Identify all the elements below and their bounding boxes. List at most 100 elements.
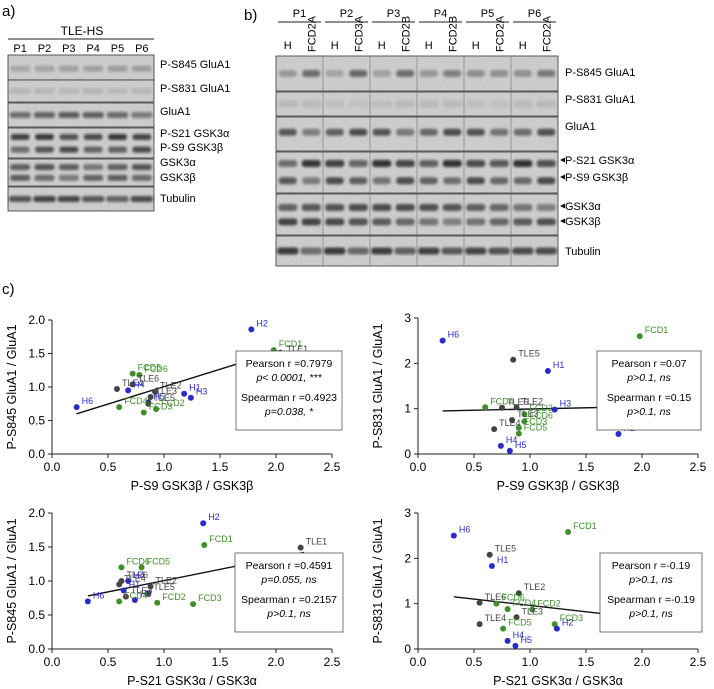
panel-a-group-label: TLE-HS (61, 24, 104, 38)
x-tick-label: 2.0 (268, 655, 285, 669)
x-tick-label: 1.5 (212, 655, 229, 669)
data-point-h1 (120, 587, 127, 594)
data-point-h1 (488, 563, 495, 570)
data-point-tle5 (145, 590, 152, 597)
panel-b-lane-h: H (331, 40, 339, 52)
stats-box: Pearson r =-0.19 p>0.1, ns Spearman r =-0.… (599, 552, 703, 633)
data-point-fcd4 (482, 404, 489, 411)
data-point-label-h4: H4 (513, 630, 525, 640)
data-point-label-h1: H1 (189, 383, 201, 393)
y-tick-label: 0.5 (28, 414, 45, 428)
panel-b-lane-fcd3a: FCD3A (353, 15, 365, 52)
y-tick-label: 0 (404, 447, 411, 461)
x-axis-label: P-S21 GSK3α / GSK3α (493, 674, 623, 688)
data-point-label-fcd3: FCD3 (198, 593, 222, 603)
data-point-label-tle2: TLE2 (160, 381, 182, 391)
data-point-h5 (506, 447, 513, 454)
panel-b-lane-fcd2a: FCD2A (306, 15, 318, 52)
data-point-fcd6 (118, 564, 125, 571)
data-point-fcd5 (515, 430, 522, 437)
x-tick-label: 1.0 (522, 460, 539, 474)
scatter-plot-1: 0.0 0.5 1.0 1.5 2.0 2.5 0.0 0.5 1.0 1.5 2.0 P-S9 GS… (5, 313, 343, 493)
x-tick-label: 1.5 (212, 460, 229, 474)
panel-b-blot-strip (275, 193, 559, 236)
y-tick-label: 0.0 (28, 447, 45, 461)
data-point-label-h1: H1 (129, 580, 141, 590)
panel-c-label: c) (2, 281, 15, 298)
panel-b-blots (275, 55, 559, 267)
data-point-label-tle6: TLE6 (485, 592, 507, 602)
data-point-label-tle1: TLE1 (306, 537, 328, 547)
data-point-label-h2: H2 (208, 512, 220, 522)
data-point-fcd3 (515, 424, 522, 431)
data-point-fcd3 (190, 601, 197, 608)
data-point-fcd3 (140, 409, 147, 416)
data-point-label-h5: H5 (520, 635, 532, 645)
panel-b-blot-label-p-s9-gsk3: P-S9 GSK3β (565, 172, 628, 184)
data-point-label-fcd4: FCD4 (124, 396, 148, 406)
panel-b-lane-h: H (425, 40, 433, 52)
data-point-label-tle5: TLE5 (153, 582, 175, 592)
data-point-tle2 (513, 404, 520, 411)
data-point-h2 (615, 431, 622, 438)
panel-b-patient-p5: P5 (481, 8, 494, 20)
panel-a-blot-strip (7, 158, 155, 187)
data-point-label-fcd6: FCD6 (529, 410, 553, 420)
panel-b: b) P1 P2 P3 P4 P5 P6 H FCD2A H FCD3A H FCD2B H FCD2B… (244, 7, 635, 267)
data-point-label-tle5: TLE5 (153, 393, 175, 403)
panel-a-blot-strip (7, 54, 155, 81)
data-point-h2 (248, 326, 255, 333)
panel-a-lane-labels: P1 P2 P3 P4 P5 P6 (13, 43, 148, 55)
panel-b-lane-h: H (284, 40, 292, 52)
data-point-fcd1 (636, 333, 643, 340)
x-tick-label: 0.0 (44, 460, 61, 474)
data-point-tle3 (122, 593, 129, 600)
data-point-label-fcd1: FCD1 (209, 534, 233, 544)
panel-a-blot-label-gsk3: GSK3β (160, 172, 196, 184)
scatter-plot-3: 0.0 0.5 1.0 1.5 2.0 2.5 0.0 0.5 1.0 1.5 2.0 P-S21 G… (5, 506, 344, 688)
data-point-tle3 (509, 417, 516, 423)
x-axis-label: P-S21 GSK3α / GSK3α (127, 674, 257, 688)
stats-box: Pearson r =0.07 p>0.1, ns Spearman r =0.15… (596, 350, 702, 431)
data-point-fcd1 (201, 541, 208, 548)
panel-b-blot-labels: P-S845 GluA1 P-S831 GluA1 GluA1 P-S21 GSK3α… (560, 67, 635, 258)
panel-b-band-arrow-icon (560, 157, 565, 163)
stats-p-value: p>0.1, ns (626, 406, 671, 418)
panel-b-blot-label-p-s845-glua1: P-S845 GluA1 (565, 67, 635, 79)
y-tick-label: 1 (404, 402, 411, 416)
data-point-h4 (125, 387, 132, 394)
y-axis-label: P-S831 GluA1 / GluA1 (371, 518, 385, 643)
panel-b-blot-strip (275, 91, 559, 117)
panel-b-blot-label-tubulin: Tubulin (565, 246, 601, 258)
data-point-tle3 (147, 394, 154, 401)
stats-p-value: p>0.1, ns (628, 574, 673, 586)
data-point-tle2 (152, 388, 159, 395)
y-tick-label: 1.5 (28, 540, 45, 554)
data-point-label-tle3: TLE3 (156, 386, 178, 396)
stats-coefficient: Spearman r =0.4923 (241, 392, 337, 404)
panel-b-lane-labels: H FCD2A H FCD3A H FCD2B H FCD2B H FCD2A H FCD2A (284, 15, 553, 52)
x-tick-label: 1.0 (156, 655, 173, 669)
scatter-plot-2: 0.0 0.5 1.0 1.5 2.0 2.5 0 1 2 3 P-S9 GSK3β / GSK3β… (371, 311, 707, 493)
data-point-label-h4: H4 (133, 570, 145, 580)
data-point-label-tle2: TLE2 (156, 575, 178, 585)
data-point-label-tle2: TLE2 (524, 582, 546, 592)
x-tick-label: 0.0 (410, 460, 427, 474)
data-point-label-fcd5: FCD5 (147, 556, 171, 566)
data-point-h6 (73, 404, 80, 411)
data-point-fcd6 (136, 371, 143, 378)
panel-b-band-arrow-icon (560, 174, 565, 180)
panel-b-lane-h: H (519, 40, 527, 52)
data-point-label-tle5: TLE5 (518, 349, 540, 359)
scatter-plot-4: 0.0 0.5 1.0 1.5 2.0 2.5 0 1 2 3 P-S21 GSK3α / GSK3… (371, 506, 707, 688)
x-tick-label: 1.5 (578, 655, 595, 669)
y-tick-label: 1.0 (28, 574, 45, 588)
panel-a-lane-p4: P4 (86, 43, 99, 55)
panel-a-blot-labels: P-S845 GluA1 P-S831 GluA1 GluA1 P-S21 GSK3α… (160, 59, 230, 205)
panel-a-blots (7, 54, 155, 212)
y-tick-label: 0 (404, 642, 411, 656)
data-point-label-fcd2: FCD2 (161, 398, 185, 408)
x-tick-label: 0.5 (466, 655, 483, 669)
data-point-tle5 (510, 356, 517, 363)
